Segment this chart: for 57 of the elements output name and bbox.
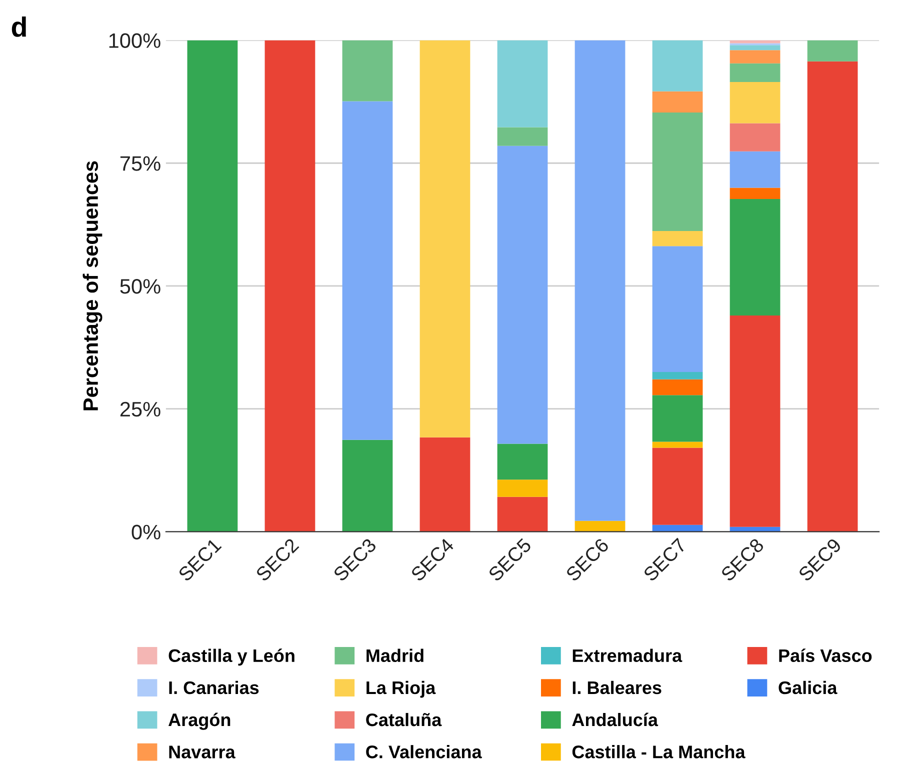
bar	[652, 372, 703, 380]
bar	[652, 230, 703, 246]
bar	[730, 188, 780, 199]
text: d	[12, 16, 26, 37]
bar	[730, 50, 780, 64]
y-tick-label: 25%	[120, 402, 160, 417]
legend-label: Cataluña	[366, 712, 442, 726]
bar	[730, 63, 780, 82]
bar	[730, 151, 780, 188]
bar	[264, 40, 316, 532]
y-tick-label: 50%	[120, 278, 160, 294]
y-axis-title: Percentage of sequences	[82, 161, 102, 410]
bar	[574, 520, 626, 532]
legend-label: Madrid	[366, 648, 424, 662]
bar	[652, 91, 703, 112]
bar	[497, 40, 548, 128]
legend-label: Aragón	[168, 712, 230, 730]
legend-label: C. Valenciana	[366, 745, 482, 758]
bar	[652, 395, 703, 442]
bar	[730, 45, 780, 50]
bar	[730, 123, 780, 152]
legend-label: País Vasco	[779, 648, 872, 662]
legend-label: Navarra	[169, 746, 236, 758]
legend-label: I. Baleares	[572, 680, 662, 694]
y-tick-label: 0%	[132, 524, 160, 540]
bar	[730, 199, 780, 316]
bar	[652, 379, 703, 396]
bar	[187, 40, 238, 532]
bar	[420, 437, 470, 532]
bar	[807, 40, 858, 62]
bar	[420, 40, 470, 438]
y-tick-label: 100%	[109, 33, 160, 48]
bar	[652, 448, 703, 525]
bar	[342, 440, 393, 532]
y-tick-label: 75%	[120, 156, 160, 171]
legend-label: Castilla - La Mancha	[572, 745, 746, 758]
legend-label: Castilla y León	[168, 648, 294, 666]
bar	[342, 40, 393, 102]
legend-label: Extremadura	[572, 648, 682, 662]
bar	[652, 442, 703, 448]
bar	[652, 40, 703, 92]
bar	[497, 146, 548, 444]
bar	[730, 315, 780, 527]
bar	[497, 127, 548, 146]
legend-label: Galicia	[778, 680, 838, 694]
legend-label: La Rioja	[366, 680, 436, 698]
bar	[652, 112, 703, 231]
bar	[730, 82, 780, 124]
legend-label: Andalucía	[572, 712, 658, 726]
bar	[497, 480, 548, 497]
bar	[807, 61, 858, 532]
legend-label: I. Canarias	[169, 680, 259, 694]
bar	[497, 444, 548, 480]
bar	[652, 246, 703, 372]
bar	[342, 101, 393, 440]
bar	[574, 40, 626, 521]
bar	[497, 496, 548, 532]
